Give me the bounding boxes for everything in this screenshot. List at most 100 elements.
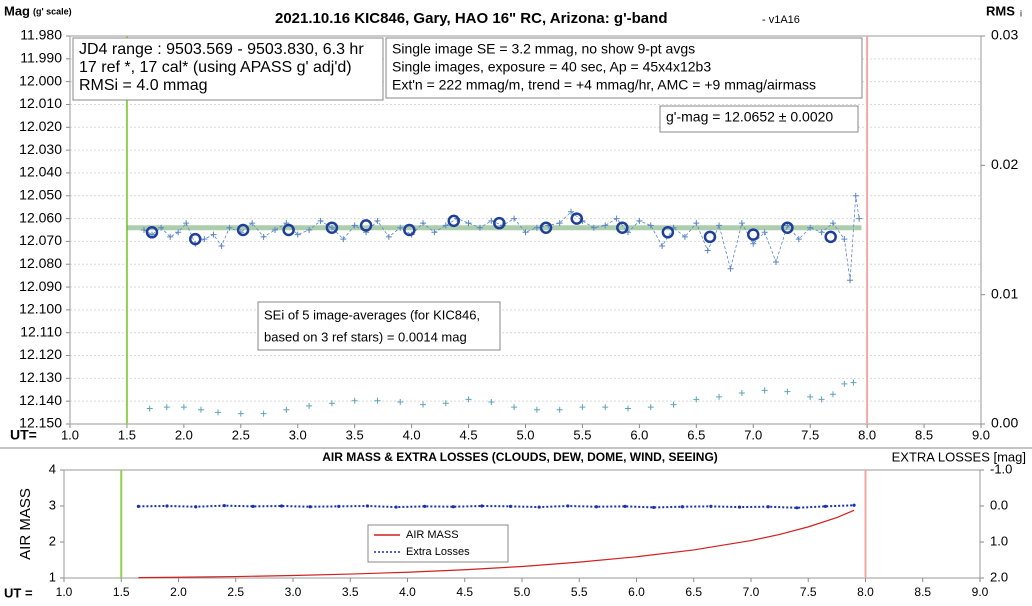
plus-marker xyxy=(260,410,267,417)
circle-marker xyxy=(282,223,295,237)
dot-marker xyxy=(394,505,398,509)
circle-marker xyxy=(447,214,461,228)
y2-tick-label: 0.01 xyxy=(991,285,1018,301)
plus-marker xyxy=(750,240,757,247)
x-tick-label: 8.5 xyxy=(915,427,933,442)
plus-marker xyxy=(260,233,267,240)
plus-marker xyxy=(328,224,335,231)
subtitle: - v1A16 xyxy=(762,14,800,26)
x-tick-label: 1.5 xyxy=(113,585,130,599)
annotation-box xyxy=(72,37,384,101)
plus-marker xyxy=(351,397,358,404)
dot-marker xyxy=(766,505,770,509)
plus-marker xyxy=(647,222,654,229)
x-tick-label: 7.5 xyxy=(801,427,819,442)
dot-marker xyxy=(308,505,312,509)
legend-label: AIR MASS xyxy=(406,529,459,541)
y-tick-label: 12.070 xyxy=(19,232,62,248)
plus-marker xyxy=(271,227,278,233)
y2-tick-label: 2.0 xyxy=(990,569,1008,584)
plus-marker xyxy=(533,406,540,413)
circle-marker xyxy=(616,221,629,234)
plus-marker xyxy=(590,224,597,231)
plus-marker xyxy=(522,229,529,236)
plus-marker xyxy=(556,406,563,413)
plus-marker xyxy=(340,236,347,243)
x-tick-label: 4.0 xyxy=(403,427,421,442)
ylabel: Mag xyxy=(4,3,30,18)
annotation-box xyxy=(257,301,501,351)
y-tick-label: 12.020 xyxy=(19,118,62,134)
y2-tick-label: 1.0 xyxy=(990,533,1008,548)
plus-marker xyxy=(533,224,540,231)
x-tick-label: 6.5 xyxy=(687,427,705,442)
plus-marker xyxy=(175,229,182,236)
series-line xyxy=(138,504,855,509)
circle-marker xyxy=(325,221,339,234)
plus-marker xyxy=(856,215,863,222)
circle-marker xyxy=(236,223,250,237)
dot-marker xyxy=(451,505,455,509)
plus-marker xyxy=(167,233,174,240)
plus-marker xyxy=(431,229,438,236)
plus-marker xyxy=(693,396,700,403)
dot-marker xyxy=(365,504,370,508)
circle-marker xyxy=(570,212,583,225)
plus-marker xyxy=(476,224,483,231)
dot-marker xyxy=(709,504,713,508)
plus-marker xyxy=(850,379,857,386)
circle-marker xyxy=(703,230,717,244)
plot-frame xyxy=(63,469,981,579)
plus-marker xyxy=(294,231,301,238)
plus-marker xyxy=(210,231,217,238)
plus-marker xyxy=(693,220,700,227)
y-tick-label: 12.150 xyxy=(19,415,62,431)
circle-marker xyxy=(403,223,416,237)
plus-marker xyxy=(773,258,780,265)
dot-marker xyxy=(652,505,656,510)
dot-marker xyxy=(222,504,226,508)
plus-marker xyxy=(556,220,563,227)
dot-marker xyxy=(594,505,599,509)
plus-marker xyxy=(306,227,313,233)
plus-marker xyxy=(385,233,392,240)
y-tick-label: 12.000 xyxy=(19,72,62,88)
x-tick-label: 4.5 xyxy=(460,427,478,442)
y-tick-label: 12.130 xyxy=(19,369,62,385)
plus-marker xyxy=(795,236,802,243)
y-tick-label: 1 xyxy=(49,569,56,584)
plus-marker xyxy=(317,217,324,224)
plus-marker xyxy=(807,393,814,400)
x-tick-label: 7.5 xyxy=(800,585,817,599)
dot-marker xyxy=(680,505,684,509)
plus-marker xyxy=(163,404,170,411)
plus-marker xyxy=(727,265,734,272)
plus-marker xyxy=(784,388,791,395)
plus-marker xyxy=(442,400,449,407)
y-tick-label: 4 xyxy=(49,461,56,476)
dot-marker xyxy=(279,504,284,508)
dot-marker xyxy=(566,504,570,508)
x-tick-label: 2.0 xyxy=(175,427,193,442)
xlabel: UT = xyxy=(4,585,33,600)
dot-marker xyxy=(623,504,627,508)
dot-marker xyxy=(136,504,141,508)
y-tick-label: 12.030 xyxy=(19,141,62,157)
plus-marker xyxy=(624,405,631,412)
plus-marker xyxy=(681,233,688,240)
y-tick-label: 12.120 xyxy=(19,346,62,362)
legend-box xyxy=(367,524,509,563)
plus-marker xyxy=(218,242,225,249)
dot-marker xyxy=(194,505,198,509)
plus-marker xyxy=(841,380,848,387)
x-tick-label: 2.5 xyxy=(232,427,250,442)
x-tick-label: 6.5 xyxy=(685,585,702,599)
plus-marker xyxy=(716,393,723,400)
circle-marker xyxy=(493,216,506,230)
y-tick-label: 12.100 xyxy=(19,301,62,317)
y-tick-label: 12.050 xyxy=(19,186,62,202)
plus-marker xyxy=(818,396,825,403)
y2-tick-label: -1.0 xyxy=(990,461,1012,476)
annotation-box xyxy=(659,105,859,133)
